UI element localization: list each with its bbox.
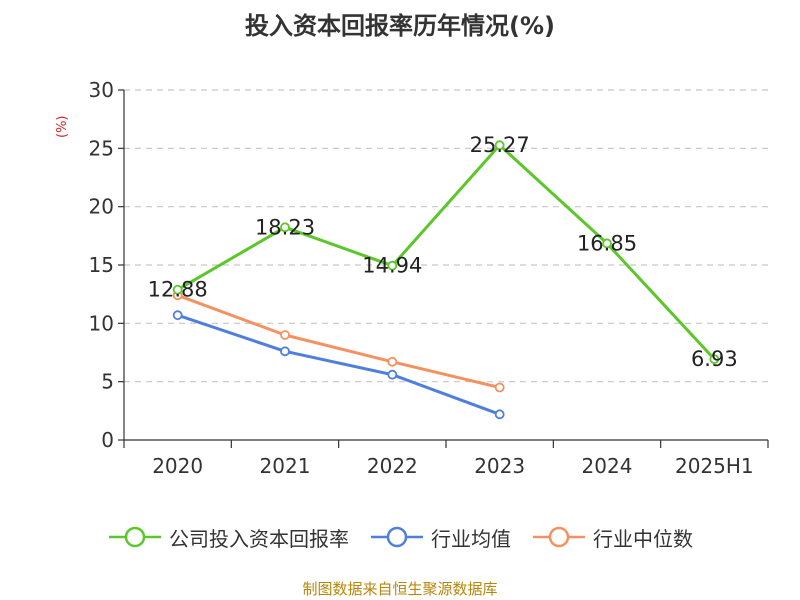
data-source-note: 制图数据来自恒生聚源数据库: [302, 580, 498, 598]
legend-item-industry-average[interactable]: 行业均值: [369, 523, 511, 552]
data-point: [280, 330, 290, 340]
legend-label-company: 公司投入资本回报率: [169, 526, 349, 551]
x-tick-label: 2023: [474, 454, 525, 478]
x-tick-label: 2021: [260, 454, 311, 478]
legend-item-industry-median[interactable]: 行业中位数: [531, 523, 693, 552]
y-tick-label: 10: [89, 311, 114, 335]
series-line: [177, 293, 501, 389]
data-label: 12.88: [148, 278, 208, 302]
y-tick-label: 15: [89, 253, 114, 277]
y-tick-label: 30: [89, 78, 114, 102]
x-tick-label: 2020: [152, 454, 203, 478]
data-point: [494, 409, 505, 420]
data-label: 25.27: [470, 133, 530, 157]
chart-title: 投入资本回报率历年情况(%): [245, 12, 555, 40]
data-label: 6.93: [691, 347, 738, 371]
legend-swatch-industry-median-icon: [533, 526, 585, 548]
legend-swatch-industry-average-icon: [371, 526, 423, 548]
y-tick-label: 20: [89, 195, 114, 219]
x-tick-label: 2024: [582, 454, 633, 478]
data-point: [709, 354, 720, 365]
data-point: [172, 284, 183, 295]
data-point: [280, 346, 290, 357]
data-label: 18.23: [255, 215, 315, 239]
x-tick-label: 2025H1: [675, 454, 754, 478]
data-point: [387, 260, 398, 271]
legend: 公司投入资本回报率 行业均值 行业中位数: [0, 520, 800, 554]
y-tick-label: 5: [101, 370, 114, 394]
data-label: 16.85: [577, 231, 637, 255]
data-label: 14.94: [362, 254, 422, 278]
x-tick-label: 2022: [367, 454, 418, 478]
data-point: [280, 222, 290, 233]
data-point: [172, 310, 183, 321]
line-chart: 0 5 10 15 20 25 30 2020 2021 2022 2023 2024 2025H1 12…: [89, 78, 769, 478]
legend-label-industry-average: 行业均值: [431, 526, 511, 551]
y-tick-label: 0: [101, 428, 114, 452]
data-point: [387, 356, 398, 367]
series-line: [176, 143, 716, 361]
y-tick-label: 25: [89, 136, 114, 160]
data-point: [387, 369, 398, 380]
legend-swatch-company-icon: [109, 526, 161, 548]
data-point: [602, 238, 612, 249]
series-line: [177, 313, 501, 416]
legend-item-company[interactable]: 公司投入资本回报率: [107, 523, 349, 552]
legend-label-industry-median: 行业中位数: [593, 526, 693, 551]
data-point: [494, 140, 505, 151]
data-point: [494, 382, 505, 393]
